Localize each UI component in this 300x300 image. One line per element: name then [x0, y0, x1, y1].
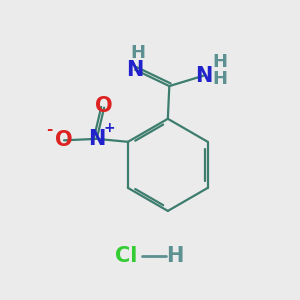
Text: N: N [88, 129, 105, 149]
Text: H: H [130, 44, 146, 62]
Text: N: N [195, 66, 212, 86]
Text: N: N [127, 60, 144, 80]
Text: H: H [212, 53, 227, 71]
Text: O: O [95, 96, 113, 116]
Text: O: O [55, 130, 73, 150]
Text: Cl: Cl [115, 245, 137, 266]
Text: -: - [46, 122, 52, 136]
Text: H: H [212, 70, 227, 88]
Text: H: H [167, 245, 184, 266]
Text: +: + [103, 121, 115, 135]
